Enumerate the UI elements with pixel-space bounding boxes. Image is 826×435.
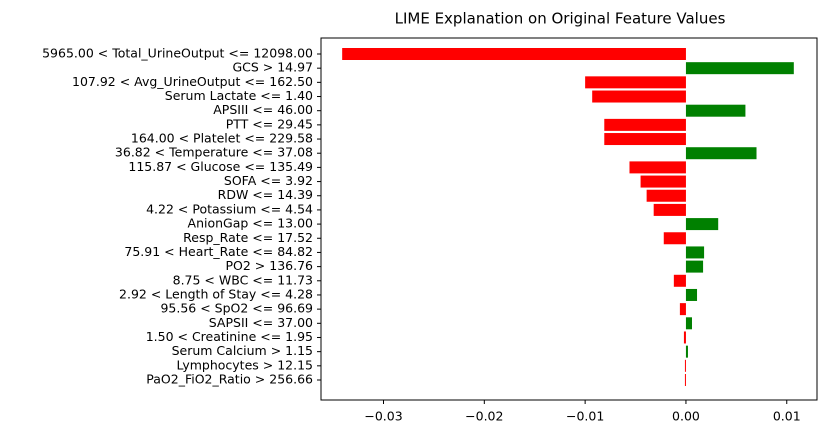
- y-tick-label: 115.87 < Glucose <= 135.49: [128, 159, 313, 174]
- bar: [673, 274, 686, 287]
- bar: [342, 48, 686, 60]
- y-tick-label: Resp_Rate <= 17.52: [183, 230, 313, 245]
- bar: [685, 62, 794, 75]
- bar: [640, 175, 686, 188]
- y-tick-label: 107.92 < Avg_UrineOutput <= 162.50: [72, 74, 313, 89]
- y-tick-label: SOFA <= 3.92: [224, 173, 313, 188]
- y-tick-label: PTT <= 29.45: [226, 116, 313, 131]
- y-tick-label: Serum Calcium > 1.15: [172, 343, 313, 358]
- y-tick-label: Serum Lactate <= 1.40: [165, 88, 313, 103]
- bar: [684, 374, 686, 386]
- bar: [685, 104, 746, 117]
- bar: [629, 161, 686, 174]
- y-tick-label: APSIII <= 46.00: [213, 102, 313, 117]
- y-tick-label: 164.00 < Platelet <= 229.58: [131, 131, 313, 146]
- y-tick-label: 75.91 < Heart_Rate <= 84.82: [124, 244, 313, 259]
- plot-frame: [320, 37, 818, 401]
- bar: [592, 90, 686, 103]
- y-tick-label: AnionGap <= 13.00: [188, 216, 314, 231]
- y-tick-label: 5965.00 < Total_UrineOutput <= 12098.00: [42, 46, 313, 61]
- bar: [604, 118, 686, 131]
- bar: [685, 317, 692, 330]
- bar: [585, 76, 686, 89]
- bar: [679, 303, 686, 316]
- y-tick-label: 36.82 < Temperature <= 37.08: [115, 145, 313, 160]
- x-tick-label: 0.01: [773, 409, 801, 424]
- y-tick-label: 4.22 < Potassium <= 4.54: [146, 201, 313, 216]
- bar: [685, 288, 698, 301]
- y-tick-label: PaO2_FiO2_Ratio > 256.66: [146, 372, 313, 387]
- y-tick-label: 2.92 < Length of Stay <= 4.28: [119, 286, 313, 301]
- y-tick-label: Lymphocytes > 12.15: [177, 357, 313, 372]
- bar: [663, 232, 686, 245]
- bar: [683, 331, 686, 344]
- bar: [685, 246, 705, 259]
- bar: [646, 189, 686, 202]
- x-tick-label: 0.00: [672, 409, 700, 424]
- y-tick-label: GCS > 14.97: [232, 60, 313, 75]
- y-tick-label: PO2 > 136.76: [226, 258, 314, 273]
- x-tick-label: −0.03: [364, 409, 402, 424]
- bar: [684, 359, 686, 372]
- y-tick-label: RDW <= 14.39: [218, 187, 313, 202]
- y-tick-label: 1.50 < Creatinine <= 1.95: [146, 329, 313, 344]
- x-tick-label: −0.01: [566, 409, 604, 424]
- y-tick-label: 8.75 < WBC <= 11.73: [173, 272, 313, 287]
- bar: [685, 260, 704, 273]
- x-tick-label: −0.02: [465, 409, 503, 424]
- bar: [685, 218, 719, 231]
- y-tick-label: SAPSII <= 37.00: [209, 315, 313, 330]
- bar: [604, 133, 686, 146]
- bar: [685, 147, 757, 160]
- chart-title: LIME Explanation on Original Feature Val…: [395, 10, 726, 28]
- bar: [653, 203, 686, 216]
- y-tick-label: 95.56 < SpO2 <= 96.69: [160, 301, 313, 316]
- bar: [685, 345, 688, 358]
